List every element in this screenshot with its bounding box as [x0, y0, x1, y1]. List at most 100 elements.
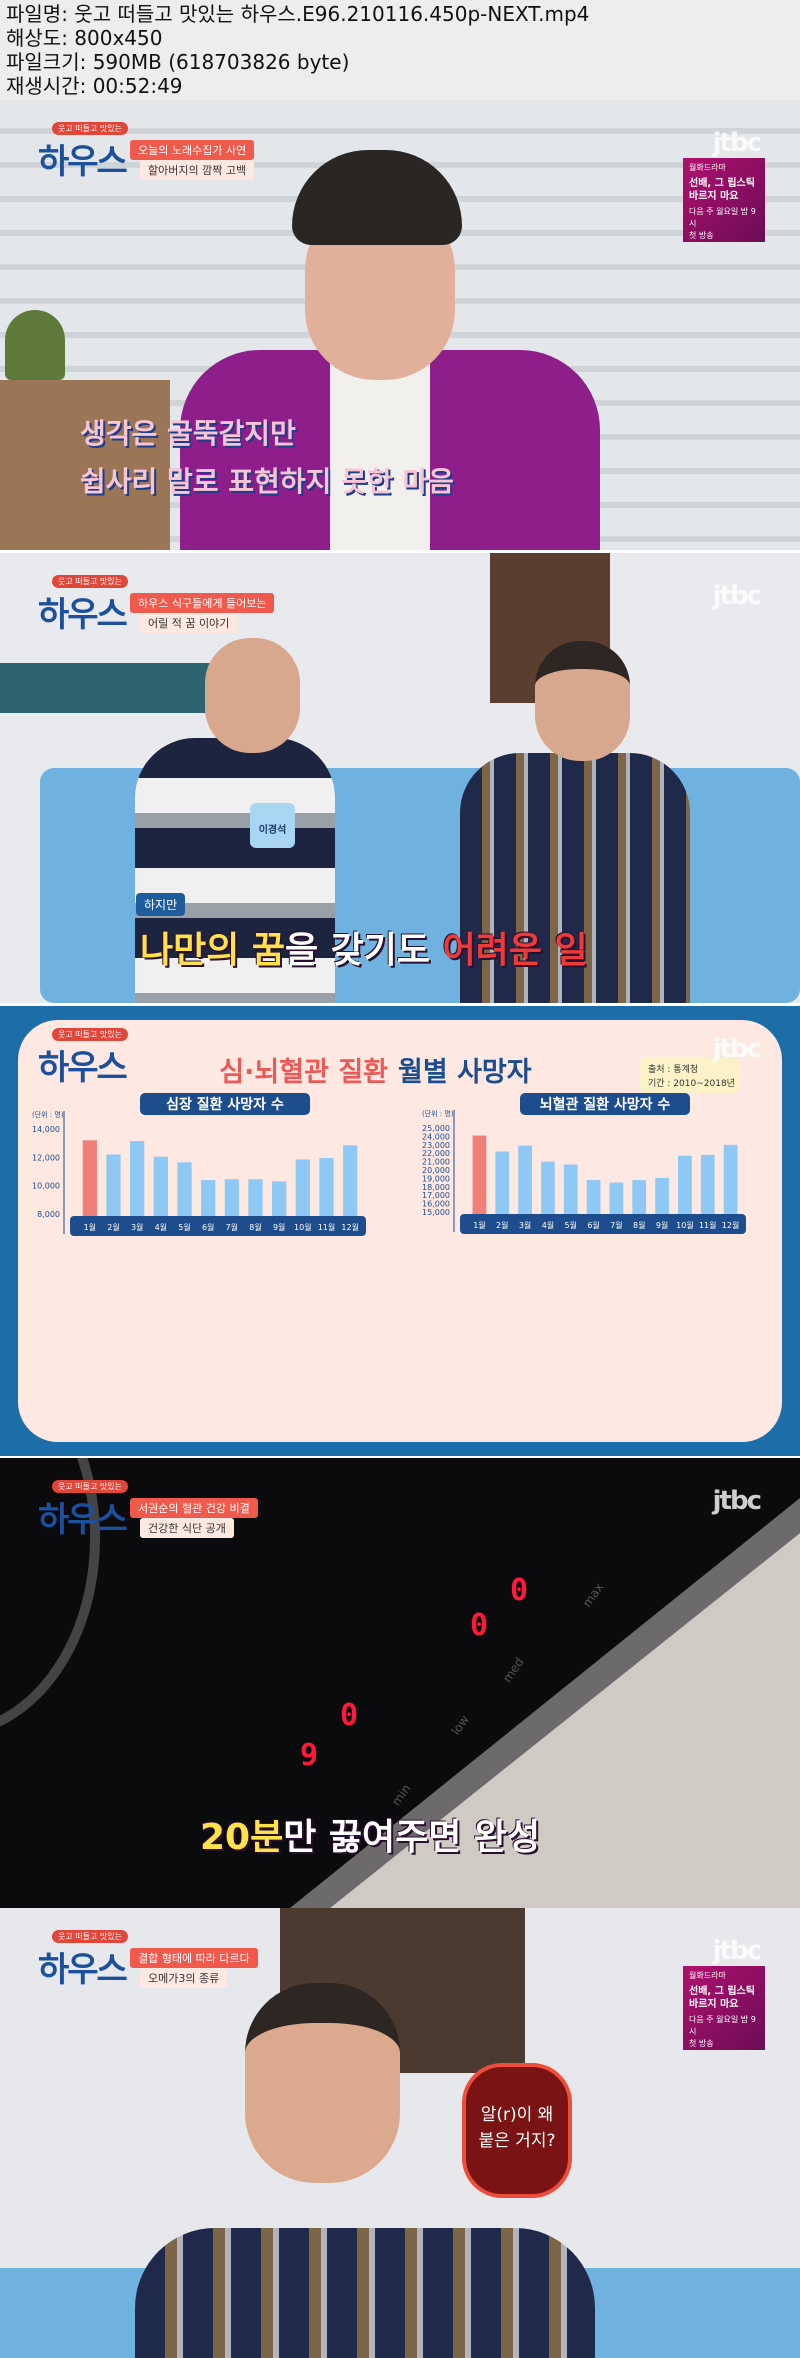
- bar-7월: [224, 1179, 239, 1218]
- x-tick-label: 11월: [699, 1220, 717, 1230]
- topic-subtag: 건강한 식단 공개: [140, 1518, 234, 1538]
- show-logo: 웃고 떠들고 맛있는 하우스: [30, 1480, 140, 1540]
- bar-7월: [609, 1182, 624, 1216]
- topic-subtag: 오메가3의 종류: [140, 1968, 228, 1988]
- x-tick-label: 1월: [84, 1222, 96, 1232]
- y-tick-label: 17,000: [422, 1191, 450, 1200]
- subtitle: 나만의 꿈을 갖기도 어려운 일: [140, 930, 588, 971]
- bar-3월: [130, 1141, 145, 1218]
- x-tick-label: 6월: [587, 1220, 599, 1230]
- y-tick-label: 14,000: [32, 1125, 60, 1134]
- bar-10월: [678, 1155, 692, 1216]
- speech-bubble: 알(r)이 왜 붙은 거지?: [462, 2063, 572, 2198]
- channel-logo: jtbc: [712, 128, 762, 158]
- x-tick-label: 10월: [294, 1222, 312, 1232]
- x-tick-label: 2월: [107, 1222, 119, 1232]
- show-logo: 웃고 떠들고 맛있는 하우스: [30, 122, 140, 182]
- duration: 재생시간: 00:52:49: [6, 74, 183, 98]
- chart-title-box: [140, 1093, 310, 1115]
- y-tick-label: 24,000: [422, 1132, 450, 1141]
- topic-subtag: 어릴 적 꿈 이야기: [140, 613, 238, 633]
- thumbnail-frame-3: 심·뇌혈관 질환 월별 사망자 출처 : 통계청 기간 : 2010~2018년…: [0, 1006, 800, 1456]
- topic-tag: 오늘의 노래수집가 사연: [130, 140, 255, 160]
- person-left-head: [205, 638, 300, 753]
- unit-label: (단위 : 명): [32, 1110, 64, 1119]
- bar-9월: [272, 1181, 287, 1218]
- x-tick-label: 8월: [633, 1220, 645, 1230]
- y-tick-label: 25,000: [422, 1124, 450, 1133]
- y-tick-label: 18,000: [422, 1183, 450, 1192]
- y-tick-label: 10,000: [32, 1182, 60, 1191]
- x-tick-label: 10월: [676, 1220, 694, 1230]
- bar-1월: [82, 1140, 97, 1218]
- x-tick-label: 2월: [496, 1220, 508, 1230]
- x-tick-label: 4월: [155, 1222, 167, 1232]
- person-right-head: [535, 641, 630, 761]
- y-tick-label: 23,000: [422, 1141, 450, 1150]
- bar-12월: [723, 1144, 738, 1216]
- y-tick-label: 22,000: [422, 1149, 450, 1158]
- chart-title: 뇌혈관 질환 사망자 수: [540, 1096, 671, 1113]
- filename: 파일명: 웃고 떠들고 맛있는 하우스.E96.210116.450p-NEXT…: [6, 2, 590, 26]
- subtitle-line-2: 쉽사리 말로 표현하지 못한 마음: [80, 465, 454, 498]
- y-tick-label: 21,000: [422, 1158, 450, 1167]
- bar-11월: [319, 1158, 334, 1218]
- cooktop-display: 9 0 0 0: [300, 1573, 529, 1773]
- wall-panel: [0, 663, 225, 713]
- countertop-edge: [290, 1498, 800, 1908]
- person-shirt: [330, 360, 430, 550]
- chart-title-box: [520, 1093, 690, 1115]
- x-tick-label: 1월: [473, 1220, 485, 1230]
- bar-3월: [518, 1145, 532, 1216]
- channel-logo: jtbc: [712, 1486, 762, 1516]
- promo-box: 월화드라마 선배, 그 립스틱 바르지 마요 다음 주 월요일 밤 9시 첫 방송: [683, 158, 765, 242]
- sub-label: 하지만: [136, 893, 186, 916]
- x-tick-label: 6월: [202, 1222, 214, 1232]
- bar-8월: [248, 1179, 263, 1218]
- thumbnail-frame-2: 이경석 웃고 떠들고 맛있는 하우스 하우스 식구들에게 들어보는 어릴 적 꿈 …: [0, 553, 800, 1003]
- bar-2월: [106, 1154, 121, 1218]
- channel-logo: jtbc: [712, 1936, 762, 1966]
- subtitle: 20분만 끓여주면 완성: [200, 1817, 541, 1858]
- unit-label: (단위 : 명): [422, 1109, 454, 1118]
- period-text: 기간 : 2010~2018년: [648, 1078, 735, 1089]
- y-tick-label: 20,000: [422, 1166, 450, 1175]
- bar-1월: [472, 1135, 487, 1216]
- bar-12월: [343, 1145, 358, 1218]
- source-box: [640, 1058, 740, 1093]
- y-tick-label: 8,000: [37, 1210, 60, 1219]
- shelf: [0, 380, 170, 550]
- bar-9월: [655, 1177, 669, 1216]
- x-tick-label: 7월: [610, 1220, 622, 1230]
- y-tick-label: 12,000: [32, 1153, 60, 1162]
- x-tick-label: 4월: [542, 1220, 554, 1230]
- file-info-header: 파일명: 웃고 떠들고 맛있는 하우스.E96.210116.450p-NEXT…: [0, 0, 800, 100]
- topic-tag: 서권순의 혈관 건강 비결: [130, 1498, 258, 1518]
- chart-panel: 심·뇌혈관 질환 월별 사망자 출처 : 통계청 기간 : 2010~2018년…: [18, 1020, 782, 1442]
- y-tick-label: 16,000: [422, 1200, 450, 1209]
- x-tick-label: 9월: [273, 1222, 285, 1232]
- chart-background: [18, 1020, 782, 1442]
- filesize: 파일크기: 590MB (618703826 byte): [6, 50, 350, 74]
- x-tick-label: 7월: [226, 1222, 238, 1232]
- x-axis-band: [460, 1214, 746, 1234]
- x-tick-label: 5월: [178, 1222, 190, 1232]
- x-tick-label: 11월: [318, 1222, 336, 1232]
- bar-10월: [295, 1159, 310, 1218]
- bar-8월: [632, 1180, 647, 1216]
- bar-4월: [541, 1161, 555, 1216]
- channel-logo: jtbc: [712, 581, 762, 611]
- thumbnail-frame-1: 웃고 떠들고 맛있는 하우스 오늘의 노래수집가 사연 할아버지의 깜짝 고백 j…: [0, 100, 800, 550]
- show-logo: 웃고 떠들고 맛있는 하우스: [30, 1028, 140, 1088]
- x-tick-label: 3월: [131, 1222, 143, 1232]
- topic-tag: 하우스 식구들에게 들어보는: [130, 593, 275, 613]
- person-face: [245, 1983, 400, 2183]
- topic-tag: 결합 형태에 따라 다르다: [130, 1948, 258, 1968]
- y-tick-label: 15,000: [422, 1208, 450, 1217]
- x-axis-band: [70, 1216, 366, 1236]
- countertop: [290, 1498, 800, 1908]
- show-logo: 웃고 떠들고 맛있는 하우스: [30, 575, 140, 635]
- x-tick-label: 12월: [341, 1222, 359, 1232]
- bar-5월: [563, 1164, 578, 1216]
- topic-subtag: 할아버지의 깜짝 고백: [140, 160, 255, 180]
